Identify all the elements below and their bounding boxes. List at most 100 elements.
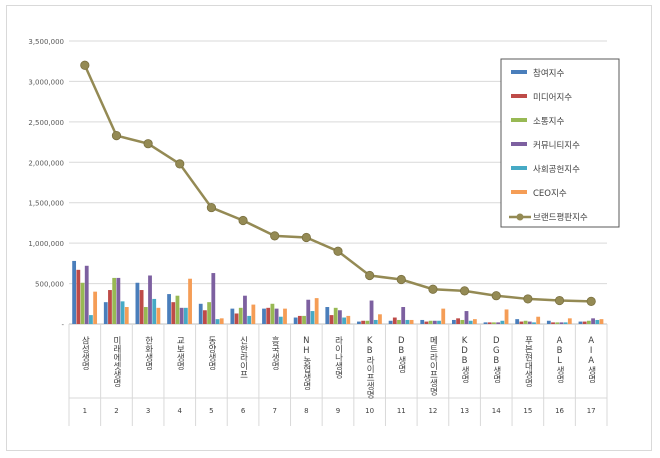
- bar: [563, 322, 568, 324]
- legend-label: 소통지수: [533, 117, 564, 127]
- rank-label: 6: [241, 407, 246, 415]
- bar: [532, 322, 536, 324]
- x-tick-label: 푸본현대생명: [523, 336, 533, 387]
- bar: [143, 307, 148, 324]
- rank-label: 2: [114, 407, 118, 415]
- line-point: [206, 202, 217, 213]
- bar: [397, 319, 401, 324]
- bar: [329, 315, 334, 324]
- legend-line-marker: [516, 213, 524, 221]
- bar: [365, 320, 370, 324]
- x-tick-label: KB라이프생명: [365, 336, 375, 399]
- x-tick-label: 신한라이프: [238, 336, 248, 379]
- bar: [139, 290, 144, 324]
- legend-swatch: [511, 190, 527, 194]
- bar: [116, 277, 121, 324]
- line-point: [175, 159, 185, 169]
- bar: [428, 320, 433, 324]
- y-tick-label: 1,500,000: [28, 200, 64, 208]
- y-axis: - 500,000 1,000,000 1,500,000 2,000,000 2,500…: [28, 38, 64, 329]
- x-tick-label: NH농협생명: [301, 336, 311, 390]
- line-point: [554, 295, 565, 306]
- bar: [409, 319, 414, 324]
- bar: [551, 322, 555, 324]
- bar: [156, 307, 161, 324]
- x-tick-label: ABL생명: [555, 336, 565, 383]
- bar: [483, 322, 488, 324]
- bar: [378, 314, 382, 324]
- rank-label: 7: [272, 407, 276, 415]
- bar: [432, 320, 437, 324]
- legend-label: CEO지수: [533, 189, 567, 199]
- bar: [215, 319, 220, 324]
- bar: [595, 319, 600, 324]
- bar: [456, 318, 460, 324]
- bar: [464, 311, 469, 324]
- bar: [420, 319, 425, 324]
- line-point: [238, 215, 248, 226]
- bar: [251, 304, 256, 324]
- line-point: [491, 291, 501, 301]
- bar: [559, 322, 564, 324]
- bar: [89, 315, 93, 324]
- bar: [523, 320, 528, 324]
- bar: [591, 318, 595, 324]
- rank-label: 17: [587, 407, 596, 415]
- bar: [451, 319, 456, 324]
- bar: [333, 307, 338, 324]
- bar: [179, 307, 184, 324]
- line-point: [428, 284, 438, 294]
- bar: [274, 308, 279, 324]
- y-tick-label: 2,000,000: [28, 159, 64, 167]
- bar: [441, 308, 446, 324]
- bar: [152, 298, 157, 324]
- rank-label: 13: [460, 407, 469, 415]
- line-point: [523, 294, 533, 304]
- bar: [578, 321, 583, 324]
- rank-label: 10: [365, 407, 374, 415]
- bar: [207, 302, 212, 324]
- bar: [555, 322, 560, 324]
- rank-label: 11: [397, 407, 406, 415]
- bar: [392, 317, 397, 324]
- bar: [278, 316, 283, 324]
- bar: [314, 298, 319, 324]
- bar: [515, 319, 520, 324]
- bar: [460, 319, 465, 324]
- bar: [203, 310, 207, 324]
- bar: [586, 320, 591, 324]
- brand-reputation-chart: - 500,000 1,000,000 1,500,000 2,000,000 2,500…: [28, 38, 620, 426]
- bar: [388, 320, 393, 324]
- legend-label: 사회공헌지수: [533, 165, 580, 175]
- bar: [405, 319, 410, 324]
- bar: [120, 301, 125, 324]
- rank-label: 9: [336, 407, 340, 415]
- bar: [230, 308, 235, 324]
- bar: [297, 315, 302, 324]
- bar: [124, 307, 129, 324]
- bar: [148, 275, 152, 324]
- bar: [135, 282, 140, 324]
- bar: [468, 320, 473, 324]
- bar: [112, 277, 117, 324]
- bar: [346, 315, 351, 324]
- line-point: [270, 231, 280, 241]
- legend-swatch: [511, 142, 527, 146]
- x-tick-label: DGB생명: [491, 336, 501, 383]
- line-series: [80, 60, 596, 306]
- bar: [234, 313, 239, 324]
- bar: [325, 307, 330, 324]
- y-tick-label: 3,500,000: [28, 38, 64, 46]
- bar: [84, 265, 89, 324]
- rank-label: 12: [428, 407, 437, 415]
- bar: [437, 320, 441, 324]
- line-point: [365, 270, 375, 281]
- line-point: [459, 286, 470, 296]
- x-tick-label: 라이나생명: [333, 336, 343, 379]
- x-tick-label: AIA생명: [586, 336, 596, 383]
- x-tick-label: 메트라이프생명: [428, 336, 438, 396]
- bar: [519, 321, 524, 324]
- x-tick-label: 한화생명: [143, 336, 153, 370]
- line-point: [143, 139, 153, 149]
